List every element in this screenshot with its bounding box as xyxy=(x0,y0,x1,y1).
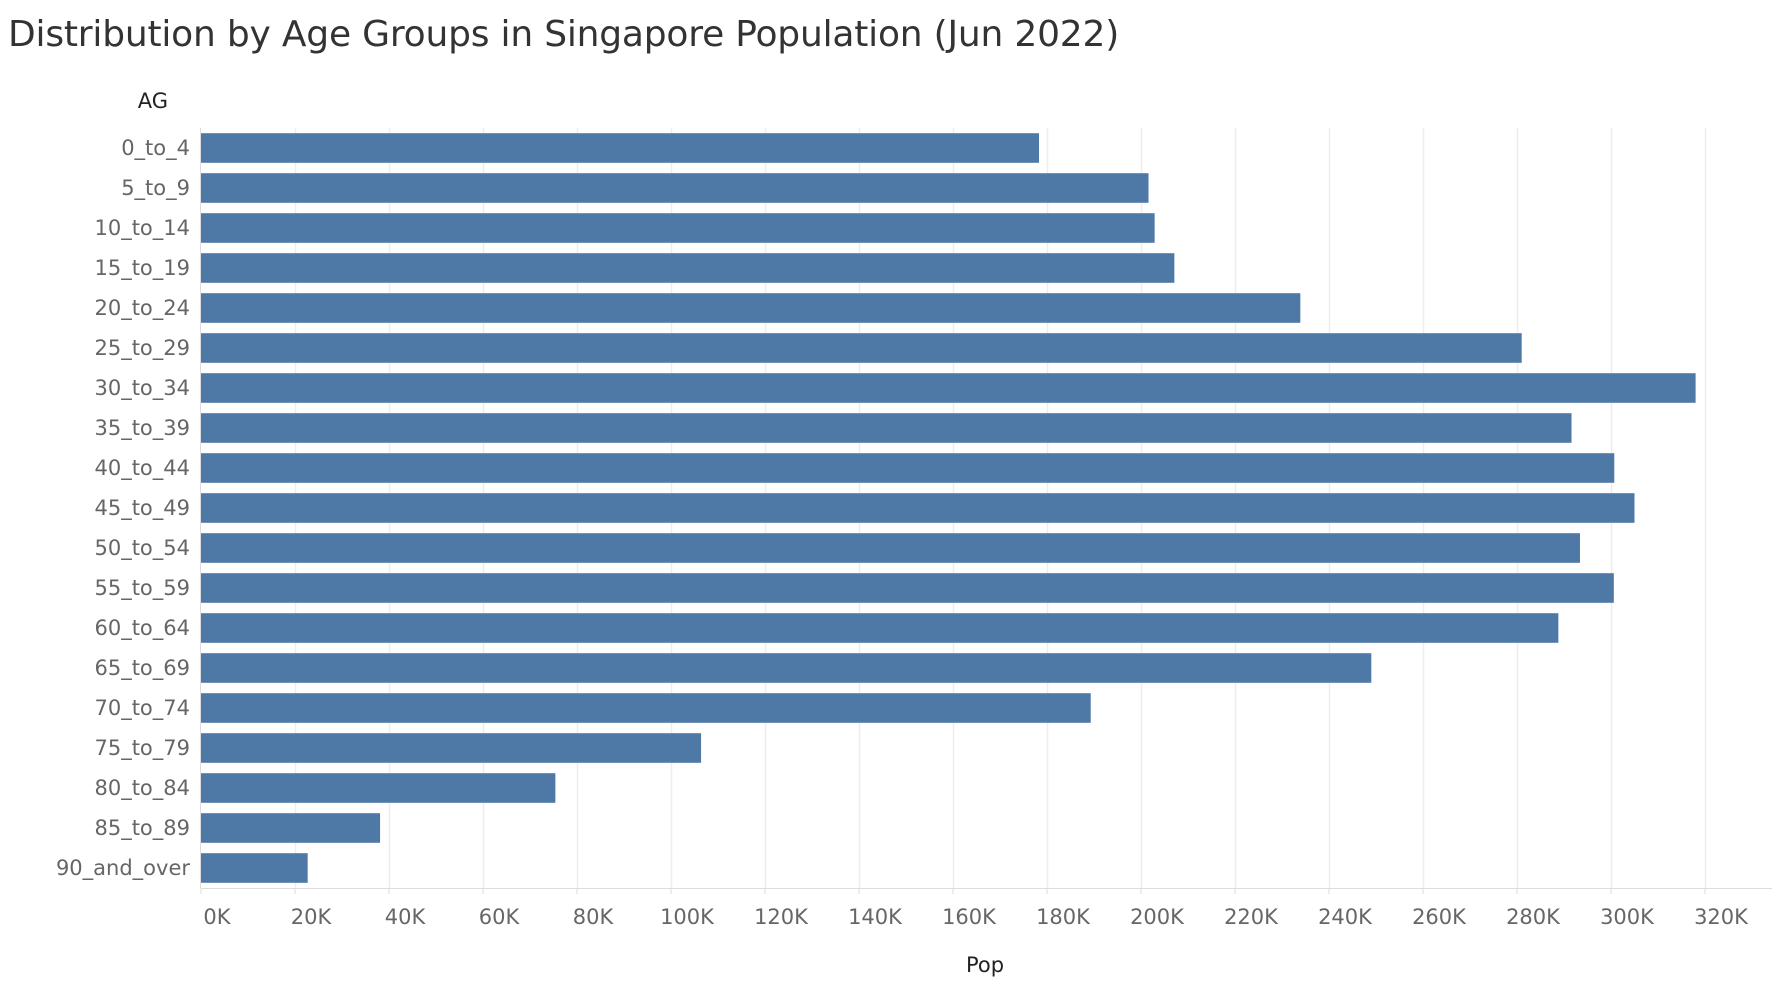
y-tick-label-20_to_24: 20_to_24 xyxy=(94,296,190,321)
y-tick-label-90_and_over: 90_and_over xyxy=(56,856,190,881)
bar-45_to_49 xyxy=(201,493,1635,523)
x-tick-label-180K: 180K xyxy=(1036,905,1091,929)
x-tick-label-100K: 100K xyxy=(660,905,715,929)
bar-10_to_14 xyxy=(201,213,1155,243)
bar-50_to_54 xyxy=(201,533,1580,563)
bar-70_to_74 xyxy=(201,693,1091,723)
x-axis-title: Pop xyxy=(966,953,1004,977)
y-tick-label-70_to_74: 70_to_74 xyxy=(94,696,190,721)
x-tick-label-40K: 40K xyxy=(385,905,427,929)
bar-90_and_over xyxy=(201,853,308,883)
y-tick-label-0_to_4: 0_to_4 xyxy=(121,136,190,161)
bar-0_to_4 xyxy=(201,133,1040,163)
bar-85_to_89 xyxy=(201,813,381,843)
y-tick-label-50_to_54: 50_to_54 xyxy=(94,536,190,561)
x-tick-label-20K: 20K xyxy=(291,905,333,929)
y-axis-title: AG xyxy=(138,89,168,113)
x-tick-label-300K: 300K xyxy=(1600,905,1655,929)
bar-55_to_59 xyxy=(201,573,1614,603)
y-tick-label-85_to_89: 85_to_89 xyxy=(94,816,190,841)
y-tick-label-5_to_9: 5_to_9 xyxy=(121,176,190,201)
x-tick-label-160K: 160K xyxy=(942,905,997,929)
bar-35_to_39 xyxy=(201,413,1572,443)
x-tick-label-80K: 80K xyxy=(573,905,615,929)
x-tick-label-320K: 320K xyxy=(1694,905,1749,929)
y-tick-label-55_to_59: 55_to_59 xyxy=(94,576,190,601)
bar-15_to_19 xyxy=(201,253,1175,283)
y-tick-label-15_to_19: 15_to_19 xyxy=(94,256,190,281)
y-tick-label-60_to_64: 60_to_64 xyxy=(94,616,190,641)
y-tick-label-40_to_44: 40_to_44 xyxy=(94,456,190,481)
y-tick-label-45_to_49: 45_to_49 xyxy=(94,496,190,521)
bar-20_to_24 xyxy=(201,293,1301,323)
y-tick-label-30_to_34: 30_to_34 xyxy=(94,376,190,401)
y-tick-label-35_to_39: 35_to_39 xyxy=(94,416,190,441)
y-tick-label-65_to_69: 65_to_69 xyxy=(94,656,190,681)
bar-5_to_9 xyxy=(201,173,1149,203)
bar-60_to_64 xyxy=(201,613,1559,643)
x-tick-label-60K: 60K xyxy=(479,905,521,929)
bars xyxy=(201,133,1696,883)
x-tick-label-220K: 220K xyxy=(1224,905,1279,929)
bar-80_to_84 xyxy=(201,773,556,803)
y-tick-label-25_to_29: 25_to_29 xyxy=(94,336,190,361)
bar-25_to_29 xyxy=(201,333,1522,363)
x-tick-label-140K: 140K xyxy=(848,905,903,929)
x-tick-label-260K: 260K xyxy=(1412,905,1467,929)
axes: 0_to_4 5_to_9 10_to_14 15_to_19 20_to_24 25_t… xyxy=(56,128,1772,929)
x-tick-label-0K: 0K xyxy=(203,905,231,929)
bar-75_to_79 xyxy=(201,733,702,763)
bar-30_to_34 xyxy=(201,373,1696,403)
x-tick-label-280K: 280K xyxy=(1506,905,1561,929)
bar-40_to_44 xyxy=(201,453,1615,483)
x-tick-label-240K: 240K xyxy=(1318,905,1373,929)
x-tick-label-120K: 120K xyxy=(754,905,809,929)
y-tick-label-75_to_79: 75_to_79 xyxy=(94,736,190,761)
bar-65_to_69 xyxy=(201,653,1372,683)
x-tick-label-200K: 200K xyxy=(1130,905,1185,929)
chart-title: Distribution by Age Groups in Singapore … xyxy=(8,14,1120,55)
y-tick-label-80_to_84: 80_to_84 xyxy=(94,776,190,801)
y-tick-label-10_to_14: 10_to_14 xyxy=(94,216,190,241)
